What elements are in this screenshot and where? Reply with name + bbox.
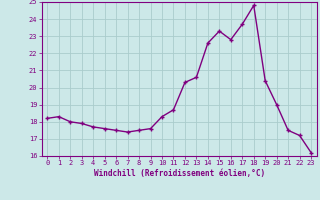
X-axis label: Windchill (Refroidissement éolien,°C): Windchill (Refroidissement éolien,°C) [94, 169, 265, 178]
